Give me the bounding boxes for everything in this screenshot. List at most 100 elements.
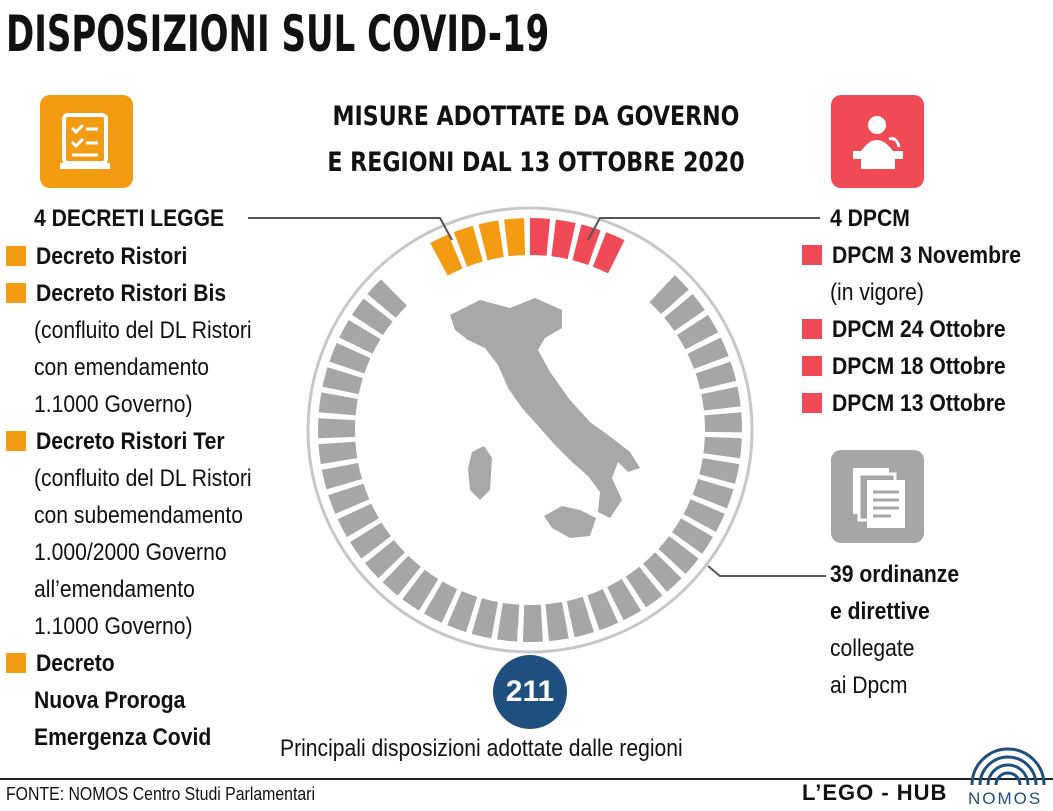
- ring-segment-ordinanza: [339, 319, 381, 354]
- note-line: con emendamento: [34, 354, 209, 381]
- ring-segment-ordinanza: [367, 279, 407, 318]
- red-square-icon: [802, 319, 822, 339]
- subtitle-line-1: MISURE ADOTTATE DA GOVERNO: [332, 101, 740, 132]
- ordinanze-text: 39 ordinanze e direttive collegate ai Dp…: [830, 556, 977, 704]
- regioni-count-badge: 211: [493, 655, 567, 729]
- ring-segment-ordinanza: [545, 602, 569, 642]
- ring-segment-ordinanza: [625, 566, 663, 608]
- ring-segment-decreto: [430, 234, 463, 276]
- decreti-heading: 4 DECRETI LEGGE: [34, 205, 225, 232]
- ring-segment-ordinanza: [318, 418, 356, 439]
- note-line: 1.1000 Governo): [34, 391, 193, 418]
- note-line: con subemendamento: [34, 502, 243, 529]
- note-line: 1.000/2000 Governo: [34, 539, 227, 566]
- ring-segment-ordinanza: [318, 392, 358, 416]
- speaker-podium-icon: [831, 95, 924, 188]
- list-item: Decreto Ristori: [6, 238, 281, 275]
- ring-segment-ordinanza: [522, 604, 543, 642]
- ring-segment-ordinanza: [318, 441, 358, 465]
- red-square-icon: [802, 356, 822, 376]
- ring-segment-ordinanza: [676, 314, 719, 350]
- ring-segment-ordinanza: [329, 342, 371, 374]
- ring-segment-ordinanza: [497, 602, 520, 642]
- ring-segment-ordinanza: [672, 518, 714, 554]
- ring-segment-ordinanza: [664, 294, 705, 331]
- ring-segment-ordinanza: [382, 555, 421, 596]
- dpcm-list: 4 DPCM DPCM 3 Novembre (in vigore) DPCM …: [802, 200, 1047, 422]
- documents-icon: [831, 450, 924, 543]
- footer-source: FONTE: NOMOS Centro Studi Parlamentari: [6, 784, 315, 804]
- ring-segment-ordinanza: [351, 298, 393, 336]
- list-item: Decreto Ristori Bis: [6, 275, 281, 312]
- note-line: all’emendamento: [34, 576, 195, 603]
- checklist-icon: [40, 95, 133, 188]
- ring-segment-ordinanza: [687, 337, 729, 369]
- ring-segment-ordinanza: [701, 386, 741, 411]
- nomos-logo-icon: [970, 747, 1046, 786]
- ring-segment-ordinanza: [649, 275, 689, 315]
- ring-segment-ordinanza: [695, 361, 737, 390]
- ring-segment-dpcm: [572, 224, 601, 266]
- ring-segment-ordinanza: [365, 539, 405, 579]
- note-line: (confluito del DL Ristori: [34, 465, 252, 492]
- ring-segment-decreto: [504, 218, 526, 257]
- ring-segment-ordinanza: [692, 479, 734, 509]
- list-item: DPCM 13 Ottobre: [802, 385, 1047, 422]
- ring-segment-ordinanza: [321, 462, 363, 490]
- orange-square-icon: [6, 653, 26, 673]
- ring-segment-decreto: [478, 220, 504, 261]
- ring-segment-ordinanza: [471, 598, 499, 639]
- ring-segment-dpcm: [592, 232, 625, 274]
- ordinanze-line-2: e direttive: [830, 598, 930, 625]
- ring-segment-ordinanza: [322, 367, 363, 395]
- subtitle: MISURE ADOTTATE DA GOVERNO E REGIONI DAL…: [256, 94, 816, 186]
- note-line: (in vigore): [830, 279, 924, 306]
- footer-divider: [0, 778, 1053, 780]
- ring-segment-ordinanza: [566, 596, 594, 638]
- ring-segment-ordinanza: [328, 483, 370, 514]
- ring-segment-ordinanza: [658, 536, 699, 574]
- ring-segment-ordinanza: [424, 581, 458, 623]
- ring-segment-ordinanza: [587, 589, 619, 631]
- note-line: (confluito del DL Ristori: [34, 317, 252, 344]
- list-item: DPCM 3 Novembre: [802, 237, 1047, 274]
- item-line: Emergenza Covid: [34, 724, 212, 751]
- orange-square-icon: [6, 246, 26, 266]
- list-item: DPCM 18 Ottobre: [802, 348, 1047, 385]
- orange-square-icon: [6, 431, 26, 451]
- ring-segment-ordinanza: [402, 569, 439, 611]
- ring-segment-ordinanza: [642, 552, 682, 592]
- ring-segment-ordinanza: [699, 458, 740, 484]
- ring-segment-ordinanza: [350, 522, 391, 559]
- item-line: Nuova Proroga: [34, 687, 186, 714]
- list-item: Decreto Ristori Ter: [6, 423, 281, 460]
- ring-segment-dpcm: [551, 219, 576, 260]
- red-square-icon: [802, 393, 822, 413]
- ring-segment-ordinanza: [683, 499, 725, 532]
- subtitle-line-2: E REGIONI DAL 13 OTTOBRE 2020: [327, 147, 745, 178]
- list-item: DPCM 24 Ottobre: [802, 311, 1047, 348]
- ring-segment-ordinanza: [607, 579, 642, 621]
- ring-segment-ordinanza: [447, 591, 478, 633]
- ring-segment-dpcm: [530, 218, 551, 256]
- ring-segment-ordinanza: [704, 412, 742, 433]
- orange-square-icon: [6, 283, 26, 303]
- ordinanze-line-4: ai Dpcm: [830, 672, 908, 699]
- decreti-items: Decreto Ristori Decreto Ristori Bis (con…: [6, 238, 281, 756]
- red-square-icon: [802, 245, 822, 265]
- ring-segment-ordinanza: [337, 503, 379, 538]
- regioni-label: Principali disposizioni adottate dalle r…: [280, 735, 683, 762]
- decreti-list: 4 DECRETI LEGGE: [34, 200, 250, 237]
- footer-logo: NOMOS: [968, 789, 1043, 808]
- ring-chart: [306, 206, 754, 654]
- footer-brand: L’EGO - HUB: [802, 780, 948, 805]
- dpcm-heading: 4 DPCM: [830, 205, 910, 232]
- ordinanze-line-3: collegate: [830, 635, 915, 662]
- note-line: 1.1000 Governo): [34, 613, 193, 640]
- page-title: DISPOSIZIONI SUL COVID-19: [6, 5, 550, 63]
- ring-segment-ordinanza: [703, 436, 742, 459]
- ring-segment-decreto: [453, 225, 483, 267]
- ring-segments: [318, 218, 742, 642]
- ordinanze-line-1: 39 ordinanze: [830, 561, 960, 588]
